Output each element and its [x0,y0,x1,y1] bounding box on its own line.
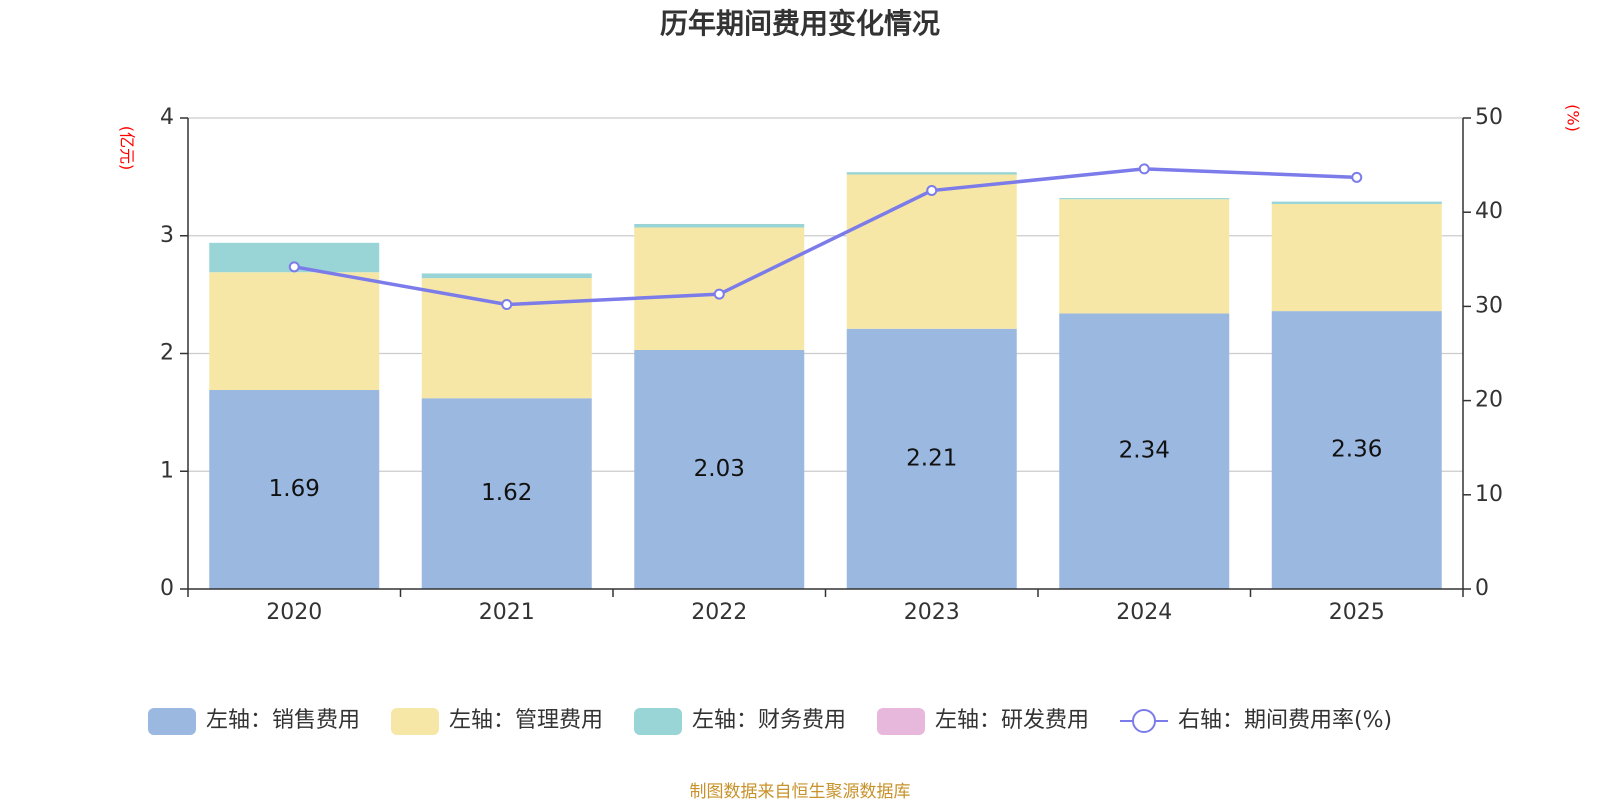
legend-marker [1132,709,1156,733]
bar-segment [421,398,592,589]
rate-point [1351,171,1363,183]
legend-label: 左轴：财务费用 [692,708,846,733]
left-axis-unit: (亿元) [118,126,137,171]
left-tick-label: 3 [160,223,174,248]
rate-point [1138,163,1150,175]
bar-segment [846,174,1017,329]
right-tick-label: 0 [1475,576,1489,601]
bar-segment [846,328,1017,589]
legend-swatch [877,708,925,735]
right-tick-label: 10 [1475,482,1503,507]
bar-value-label: 2.36 [1331,437,1382,463]
legend-label: 左轴：研发费用 [935,708,1089,733]
rate-point [713,288,725,300]
bar-value-label: 1.62 [481,480,532,506]
bars: 1.69 1.62 2.03 2.21 2.34 2.36 [209,172,1442,589]
rate-line-path [293,167,1357,307]
x-tick-label: 2023 [904,600,960,625]
bar-segment [846,172,1017,175]
bar-segment [634,223,805,228]
bar-segment [634,349,805,589]
x-tick-label: 2024 [1116,600,1172,625]
gridlines [188,117,1463,472]
legend: 左轴：销售费用 左轴：管理费用 左轴：财务费用 左轴：研发费用 右轴：期间费用率(%) [148,708,1392,735]
bar-segment [1271,201,1442,204]
bar-value-label: 2.03 [694,456,745,482]
x-tick-label: 2025 [1329,600,1385,625]
bar-segment [1059,198,1230,200]
right-tick-label: 20 [1475,388,1503,413]
right-tick-label: 40 [1475,199,1503,224]
x-tick-label: 2022 [691,600,747,625]
legend-label: 左轴：销售费用 [206,708,360,733]
x-tick-label: 2021 [479,600,535,625]
right-axis-unit: (%) [1564,104,1583,132]
legend-swatch [148,708,196,735]
left-tick-label: 1 [160,458,174,483]
left-tick-label: 4 [160,105,174,130]
rate-point [288,261,300,273]
bar-value-label: 1.69 [269,476,320,502]
bar-value-label: 2.34 [1119,438,1170,464]
source-note: 制图数据来自恒生聚源数据库 [690,782,911,800]
bar-segment [1271,203,1442,312]
legend-swatch [634,708,682,735]
bar-segment [209,390,380,589]
legend-swatch [391,708,439,735]
right-tick-label: 50 [1475,105,1503,130]
chart-title: 历年期间费用变化情况 [660,7,940,40]
bar-segment [1271,311,1442,589]
bar-value-label: 2.21 [906,445,957,471]
left-tick-label: 2 [160,341,174,366]
x-tick-label: 2020 [266,600,322,625]
legend-label: 左轴：管理费用 [449,708,603,733]
rate-point [501,299,513,311]
bar-segment [1059,313,1230,589]
legend-label: 右轴：期间费用率(%) [1178,708,1392,733]
right-tick-label: 30 [1475,293,1503,318]
bar-segment [1059,199,1230,314]
bar-segment [421,278,592,399]
left-tick-label: 0 [160,576,174,601]
rate-point [926,185,938,197]
bar-segment [209,272,380,391]
bar-segment [421,273,592,279]
rate-line [288,163,1363,311]
